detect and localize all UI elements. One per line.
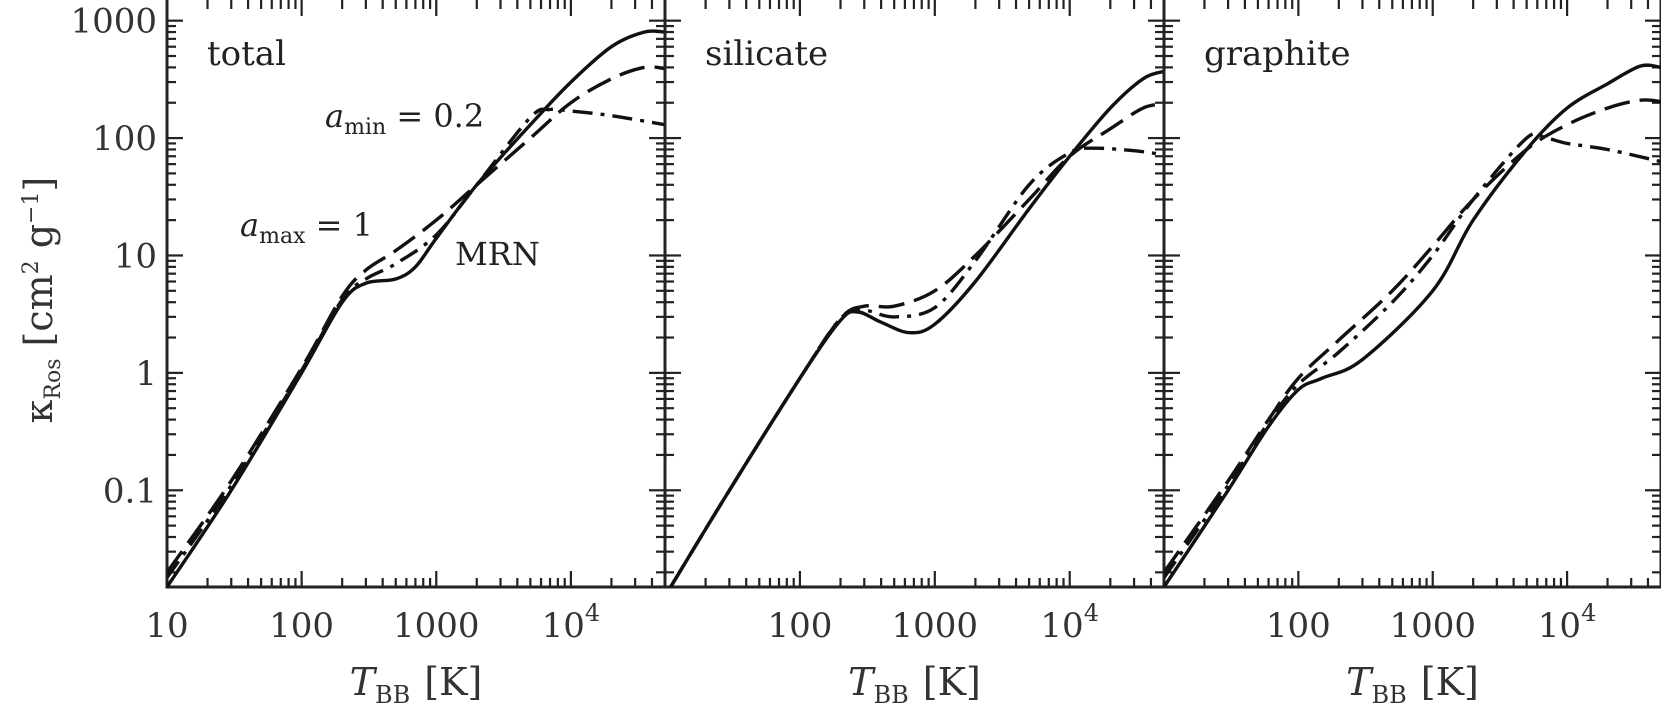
amin-sub: min [344,115,386,140]
amin-symbol: a [325,97,344,135]
panel-frame [1162,0,1661,589]
x-tick-label: 104 [1040,599,1099,646]
x-tick-label: 1000 [393,606,480,646]
series-group [167,29,665,587]
y-tick-label: 100 [92,119,157,159]
y-tick-label: 1000 [70,2,157,42]
panel-graphite: 100 1000 104 TBB [K] graphite [1162,0,1661,707]
x-tick-label: 1000 [892,606,979,646]
y-axis-unit-sup1: 2 [19,260,44,274]
series-line-dashdot [1164,131,1661,579]
x-tick-label: 100 [1266,606,1331,646]
y-axis-unit-sup2: −1 [19,191,44,223]
x-tick-label: 100 [767,606,832,646]
panel-title-total: total [207,34,286,74]
series-group [1164,63,1661,587]
y-axis-unit-mid: g [17,224,61,260]
panel-title-graphite: graphite [1204,34,1351,74]
amin-rest: = 0.2 [386,97,484,135]
x-axis-label: TBB [K] [848,660,981,707]
y-axis-symbol: κ [17,399,61,423]
y-tick-label: 0.1 [103,471,157,511]
amax-rest: = 1 [305,206,373,244]
amax-symbol: a [240,206,259,244]
y-axis-sub: Ros [41,358,66,399]
series-line-dashdot [167,107,665,579]
series-line-dashdot [669,146,1164,587]
y-axis-unit-open: [cm [17,274,61,346]
y-axis-label: κRos [cm2 g−1] [17,177,66,424]
x-tick-label: 10 [145,606,188,646]
x-tick-label: 104 [542,599,601,646]
series-group [669,69,1164,587]
panel-title-silicate: silicate [705,34,828,74]
annotation-mrn: MRN [455,235,540,273]
amax-sub: max [259,224,306,249]
panel-frame [165,0,667,589]
x-tick-label: 1000 [1389,606,1476,646]
y-tick-label: 10 [114,236,157,276]
panel-frame [663,0,1166,589]
y-axis-unit-close: ] [17,177,61,192]
series-line-dashed [1164,98,1661,574]
series-line-solid [1164,63,1661,587]
panel-silicate: 100 1000 104 TBB [K] silicate [663,0,1166,707]
x-axis-label: TBB [K] [1346,660,1479,707]
x-tick-label: 100 [269,606,334,646]
series-line-dashed [167,65,665,574]
annotation-amin: amin = 0.2 [325,97,484,140]
x-axis-label: TBB [K] [350,660,483,707]
x-tick-label: 104 [1538,599,1597,646]
series-line-dashed [669,102,1164,587]
panel-total: 1000 100 10 1 0.1 10 100 1000 104 TBB [K] total [70,0,667,707]
annotation-amax: amax = 1 [240,206,373,249]
y-tick-label: 1 [135,354,157,394]
